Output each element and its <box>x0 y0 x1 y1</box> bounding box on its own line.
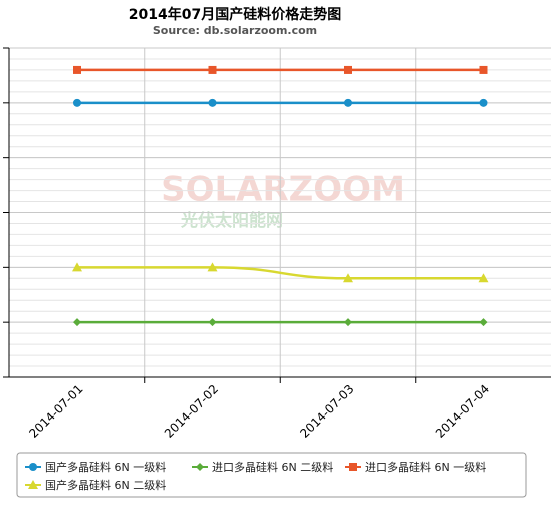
marker <box>73 318 81 327</box>
marker <box>344 318 352 327</box>
legend-label: 国产多晶硅料 6N 一级料 <box>45 460 166 474</box>
marker <box>208 65 217 74</box>
legend-marker <box>28 480 38 489</box>
marker <box>343 273 353 283</box>
legend-marker <box>29 463 37 471</box>
x-tick-label: 2014-07-02 <box>162 382 221 441</box>
marker <box>73 98 81 107</box>
legend-label: 国产多晶硅料 6N 二级料 <box>45 478 166 492</box>
watermark-sub: 光伏太阳能网 <box>180 210 283 231</box>
legend-label: 进口多晶硅料 6N 一级料 <box>365 460 486 474</box>
legend-box <box>16 452 527 498</box>
marker <box>72 262 82 272</box>
marker <box>73 65 81 74</box>
marker <box>478 273 489 283</box>
marker <box>208 98 217 107</box>
marker <box>344 65 352 74</box>
chart-subtitle: Source: db.solarzoom.com <box>153 24 317 37</box>
marker <box>479 318 488 327</box>
marker <box>208 318 217 327</box>
x-tick-label: 2014-07-01 <box>26 382 85 441</box>
series-line <box>77 266 484 280</box>
chart-title: 2014年07月国产硅料价格走势图 <box>129 6 341 23</box>
x-tick-label: 2014-07-04 <box>433 382 492 441</box>
marker <box>344 98 352 107</box>
marker <box>479 65 488 74</box>
marker <box>479 98 488 107</box>
watermark: SOLARZOOM <box>161 170 405 210</box>
legend-marker <box>349 463 357 471</box>
x-tick-label: 2014-07-03 <box>297 382 356 441</box>
legend-label: 进口多晶硅料 6N 二级料 <box>212 460 333 474</box>
legend-marker <box>196 463 204 471</box>
marker <box>207 262 218 272</box>
